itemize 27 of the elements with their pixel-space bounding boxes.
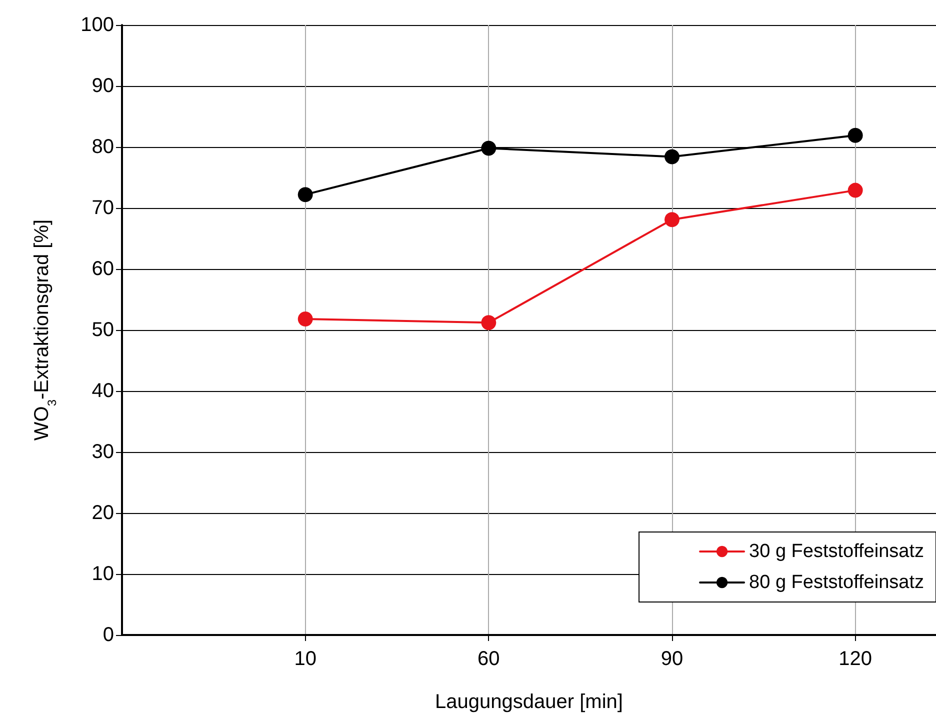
x-tick-label: 90: [660, 648, 684, 670]
y-axis-title: WO3-Extraktionsgrad [%]: [31, 219, 59, 441]
y-tick-label: 30: [92, 441, 114, 463]
y-tick-label: 20: [92, 502, 114, 524]
y-tick-label: 0: [102, 624, 114, 646]
y-tick-label: 10: [92, 563, 114, 585]
y-tick-label: 80: [92, 136, 114, 158]
point: [664, 212, 680, 228]
point: [848, 128, 863, 143]
point: [848, 182, 863, 198]
point: [664, 149, 680, 164]
legend-label: 80 g Feststoffeinsatz: [749, 572, 924, 593]
legend-label: 30 g Feststoffeinsatz: [749, 541, 924, 562]
x-axis-title: Laugungsdauer [min]: [435, 691, 623, 713]
point: [298, 312, 313, 327]
y-tick-label: 60: [92, 258, 114, 280]
x-tick-label: 60: [478, 648, 500, 670]
y-tick-label: 50: [92, 319, 114, 341]
y-tick-label: 40: [92, 380, 114, 402]
point: [298, 187, 313, 202]
y-tick-label: 100: [80, 14, 114, 36]
x-tick-label: 120: [838, 648, 872, 670]
point: [481, 140, 496, 156]
y-tick-label: 90: [92, 75, 114, 97]
y-tick-label: 70: [92, 197, 114, 219]
x-tick-label: 10: [294, 648, 316, 670]
point: [481, 315, 496, 330]
